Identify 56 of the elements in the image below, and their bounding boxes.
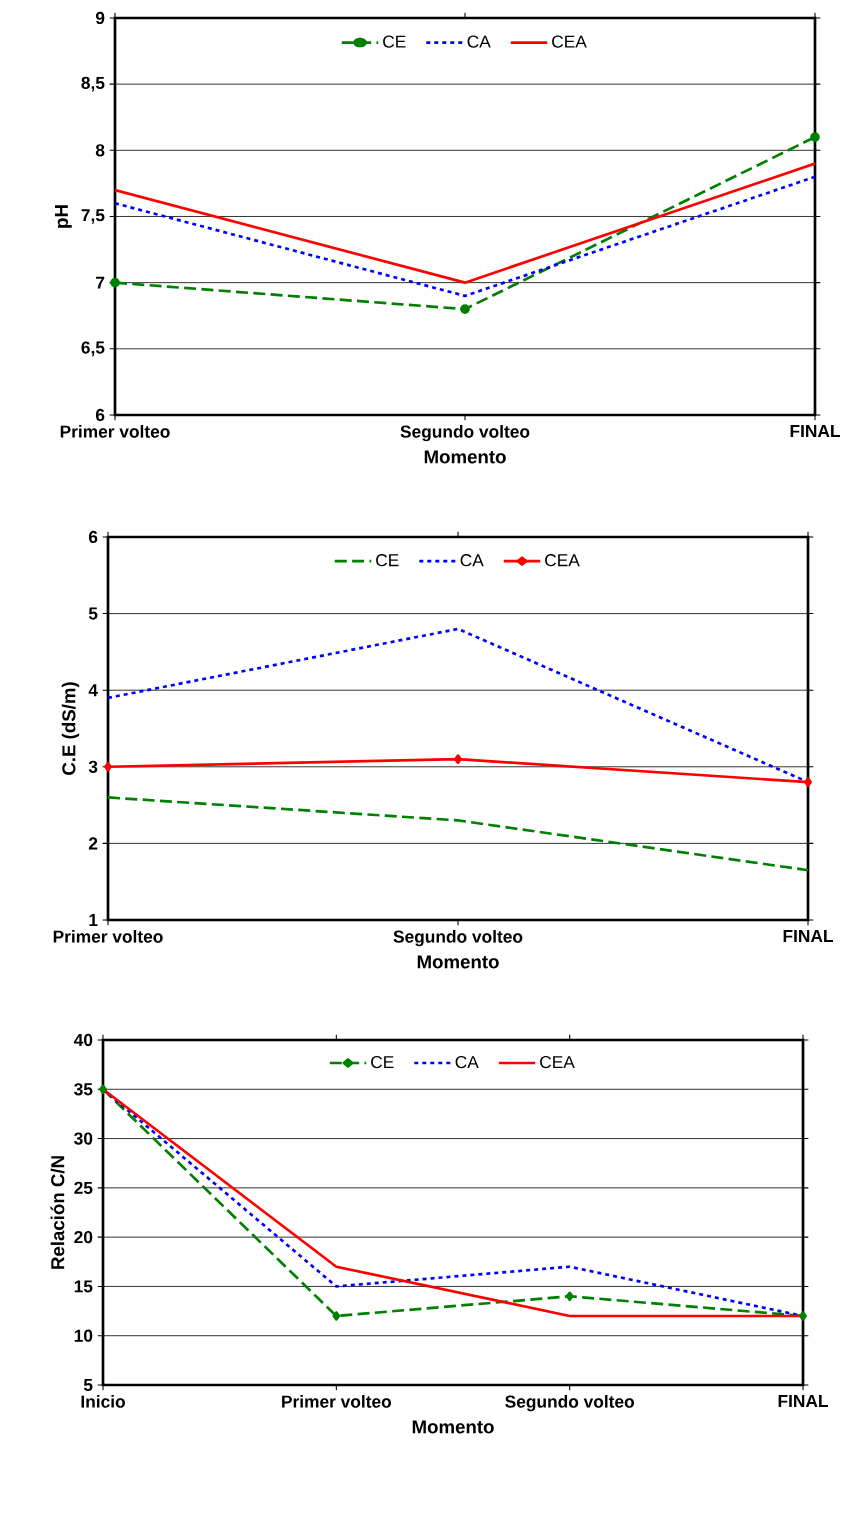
y-axis-title: Relación C/N [50, 1156, 65, 1269]
point [810, 132, 820, 142]
y-axis-title: C.E (dS/m) [61, 682, 80, 775]
y-tick-label: 7 [96, 276, 105, 289]
point [332, 1311, 341, 1321]
x-axis-title: Momento [417, 955, 499, 969]
y-tick-label: 35 [74, 1083, 93, 1096]
point [565, 1291, 574, 1302]
legend-label: CA [467, 35, 491, 48]
x-tick-label: Inicio [81, 1395, 125, 1408]
y-tick-label: 25 [74, 1181, 93, 1194]
y-tick-label: 6 [88, 530, 98, 544]
x-axis-title: Momento [412, 1420, 494, 1434]
point [454, 754, 462, 764]
x-tick-label: Primer volteo [282, 1395, 392, 1408]
point [804, 777, 812, 787]
point [104, 761, 112, 772]
x-tick-label: Segundo volteo [393, 930, 523, 947]
x-tick-label: FINAL [790, 425, 840, 437]
y-tick-label: 4 [88, 684, 98, 697]
point [99, 1084, 107, 1095]
legend-label: CE [383, 35, 406, 48]
y-tick-label: 6 [95, 408, 105, 422]
y-tick-label: 7,5 [81, 209, 105, 224]
x-tick-label: Segundo volteo [505, 1395, 634, 1412]
legend-label: CE [371, 1055, 394, 1069]
x-tick-label: Primer volteo [53, 930, 163, 943]
y-tick-label: 15 [74, 1280, 93, 1293]
y-tick-label: 8,5 [81, 76, 105, 92]
y-tick-label: 10 [74, 1329, 93, 1342]
x-tick-label: Segundo volteo [400, 425, 530, 442]
y-tick-label: 8 [95, 144, 105, 157]
y-tick-label: 40 [73, 1033, 93, 1047]
legend-label: CEA [552, 35, 587, 48]
y-tick-label: 5 [83, 1378, 93, 1392]
point [799, 1311, 807, 1321]
x-tick-label: FINAL [783, 930, 833, 942]
point [110, 277, 120, 288]
x-tick-label: Primer volteo [60, 425, 170, 438]
legend-label: CEA [540, 1055, 575, 1069]
legend-label: CA [460, 554, 484, 567]
legend-label: CEA [545, 554, 580, 567]
y-tick-label: 6,5 [81, 341, 105, 357]
y-tick-label: 20 [74, 1230, 93, 1244]
x-axis-title: Momento [424, 450, 506, 464]
y-tick-label: 9 [95, 11, 105, 25]
legend-label: CE [376, 554, 399, 567]
legend-label: CA [455, 1055, 479, 1069]
point [460, 304, 470, 314]
y-tick-label: 30 [74, 1132, 93, 1145]
y-tick-label: 2 [88, 837, 98, 850]
x-tick-label: FINAL [778, 1395, 828, 1407]
y-tick-label: 3 [88, 760, 98, 773]
y-axis-title: pH [54, 205, 72, 228]
y-tick-label: 1 [89, 914, 98, 926]
y-tick-label: 5 [88, 607, 98, 620]
